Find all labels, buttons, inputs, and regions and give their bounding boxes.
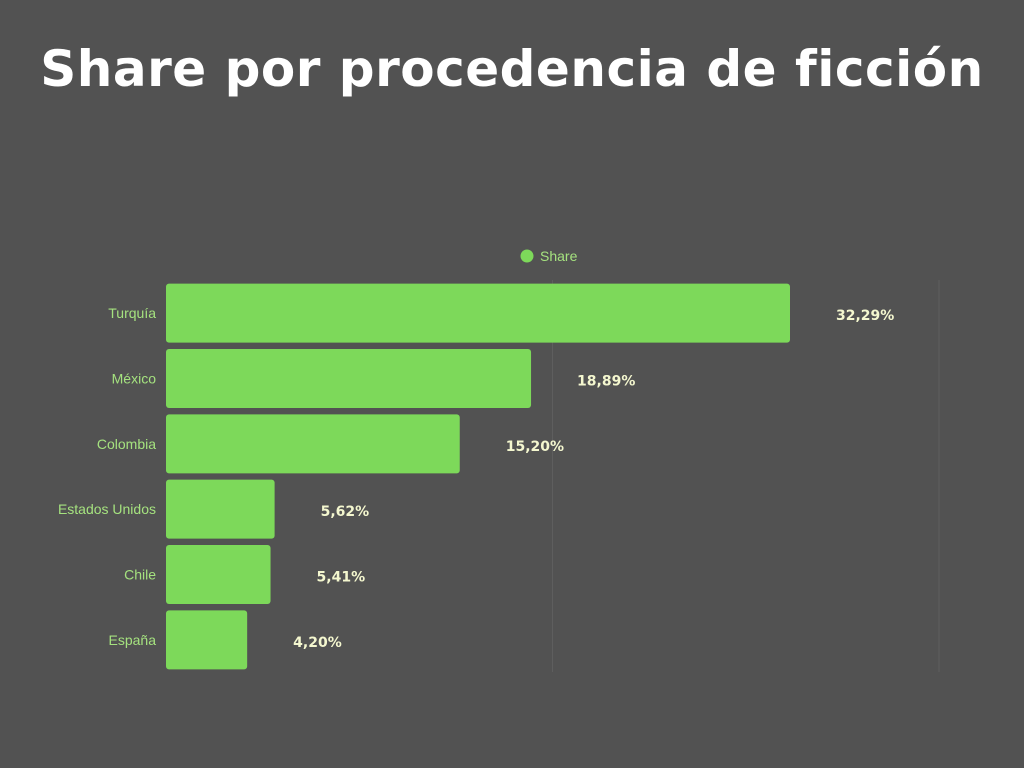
bar-1 bbox=[166, 349, 532, 408]
category-label-0: Turquía bbox=[108, 305, 156, 321]
category-label-1: México bbox=[112, 371, 157, 387]
value-label-4: 5,41% bbox=[317, 570, 366, 586]
legend-marker bbox=[520, 249, 534, 263]
value-label-5: 4,20% bbox=[293, 635, 342, 651]
chart-title: Share por procedencia de ficción bbox=[40, 40, 984, 98]
bar-5 bbox=[166, 610, 248, 670]
grid-lines bbox=[551, 280, 940, 672]
value-labels: 32,29% 18,89% 15,20% 5,62% 5,41% 4,20% bbox=[293, 308, 894, 651]
category-label-3: Estados Unidos bbox=[58, 501, 156, 517]
bar-4 bbox=[166, 545, 271, 604]
legend-label-share: Share bbox=[540, 248, 578, 264]
category-labels: Turquía México Colombia Estados Unidos Chile… bbox=[58, 305, 156, 648]
value-label-2: 15,20% bbox=[506, 439, 564, 455]
category-label-2: Colombia bbox=[97, 436, 156, 452]
value-label-0: 32,29% bbox=[836, 308, 894, 324]
bar-3 bbox=[166, 479, 275, 539]
category-label-4: Chile bbox=[124, 567, 156, 583]
category-label-5: España bbox=[109, 632, 157, 648]
value-label-1: 18,89% bbox=[577, 374, 635, 390]
bar-0 bbox=[166, 283, 790, 343]
bar-2 bbox=[166, 414, 460, 474]
value-label-3: 5,62% bbox=[321, 504, 370, 520]
bars bbox=[166, 283, 790, 670]
legend: Share bbox=[520, 248, 578, 264]
